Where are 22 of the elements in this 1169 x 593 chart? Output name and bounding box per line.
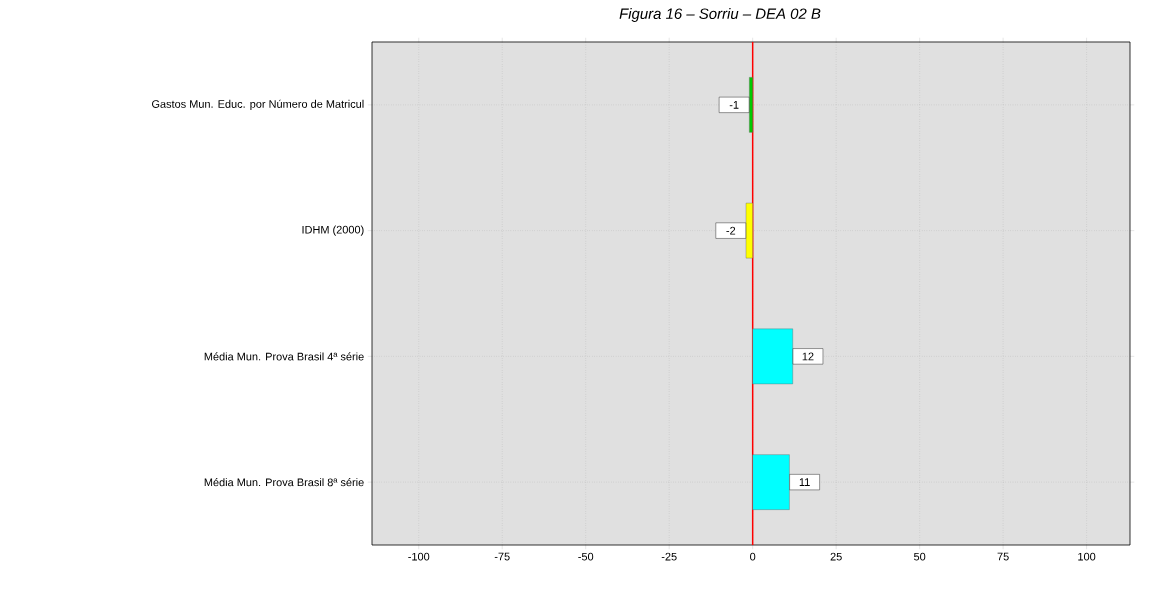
bar — [745, 202, 753, 259]
x-tick-label: -75 — [494, 552, 510, 561]
y-tick-label: IDHM (2000) — [302, 225, 364, 236]
data-label: 12 — [802, 352, 814, 361]
bar — [752, 454, 790, 510]
bar — [749, 77, 753, 133]
y-tick-label: Gastos Mun. Educ. por Número de Matricul — [152, 99, 364, 111]
chart-title: Figura 16 – Sorriu – DEA 02 B — [619, 8, 821, 22]
x-tick-label: 75 — [997, 552, 1009, 561]
x-tick-label: 25 — [830, 552, 842, 561]
x-tick-label: -25 — [661, 552, 677, 561]
x-tick-label: -50 — [578, 552, 594, 561]
x-tick-label: 100 — [1078, 552, 1096, 561]
x-tick-label: -100 — [408, 552, 430, 561]
y-tick-label: Média Mun. Prova Brasil 4ª série — [204, 352, 364, 361]
x-tick-label: 0 — [750, 552, 756, 561]
y-tick-label: Média Mun. Prova Brasil 8ª série — [204, 478, 364, 487]
data-label: -2 — [726, 226, 736, 235]
data-label: 11 — [799, 478, 810, 486]
data-label: -1 — [729, 101, 739, 109]
x-tick-label: 50 — [913, 552, 926, 561]
bar — [752, 328, 793, 385]
